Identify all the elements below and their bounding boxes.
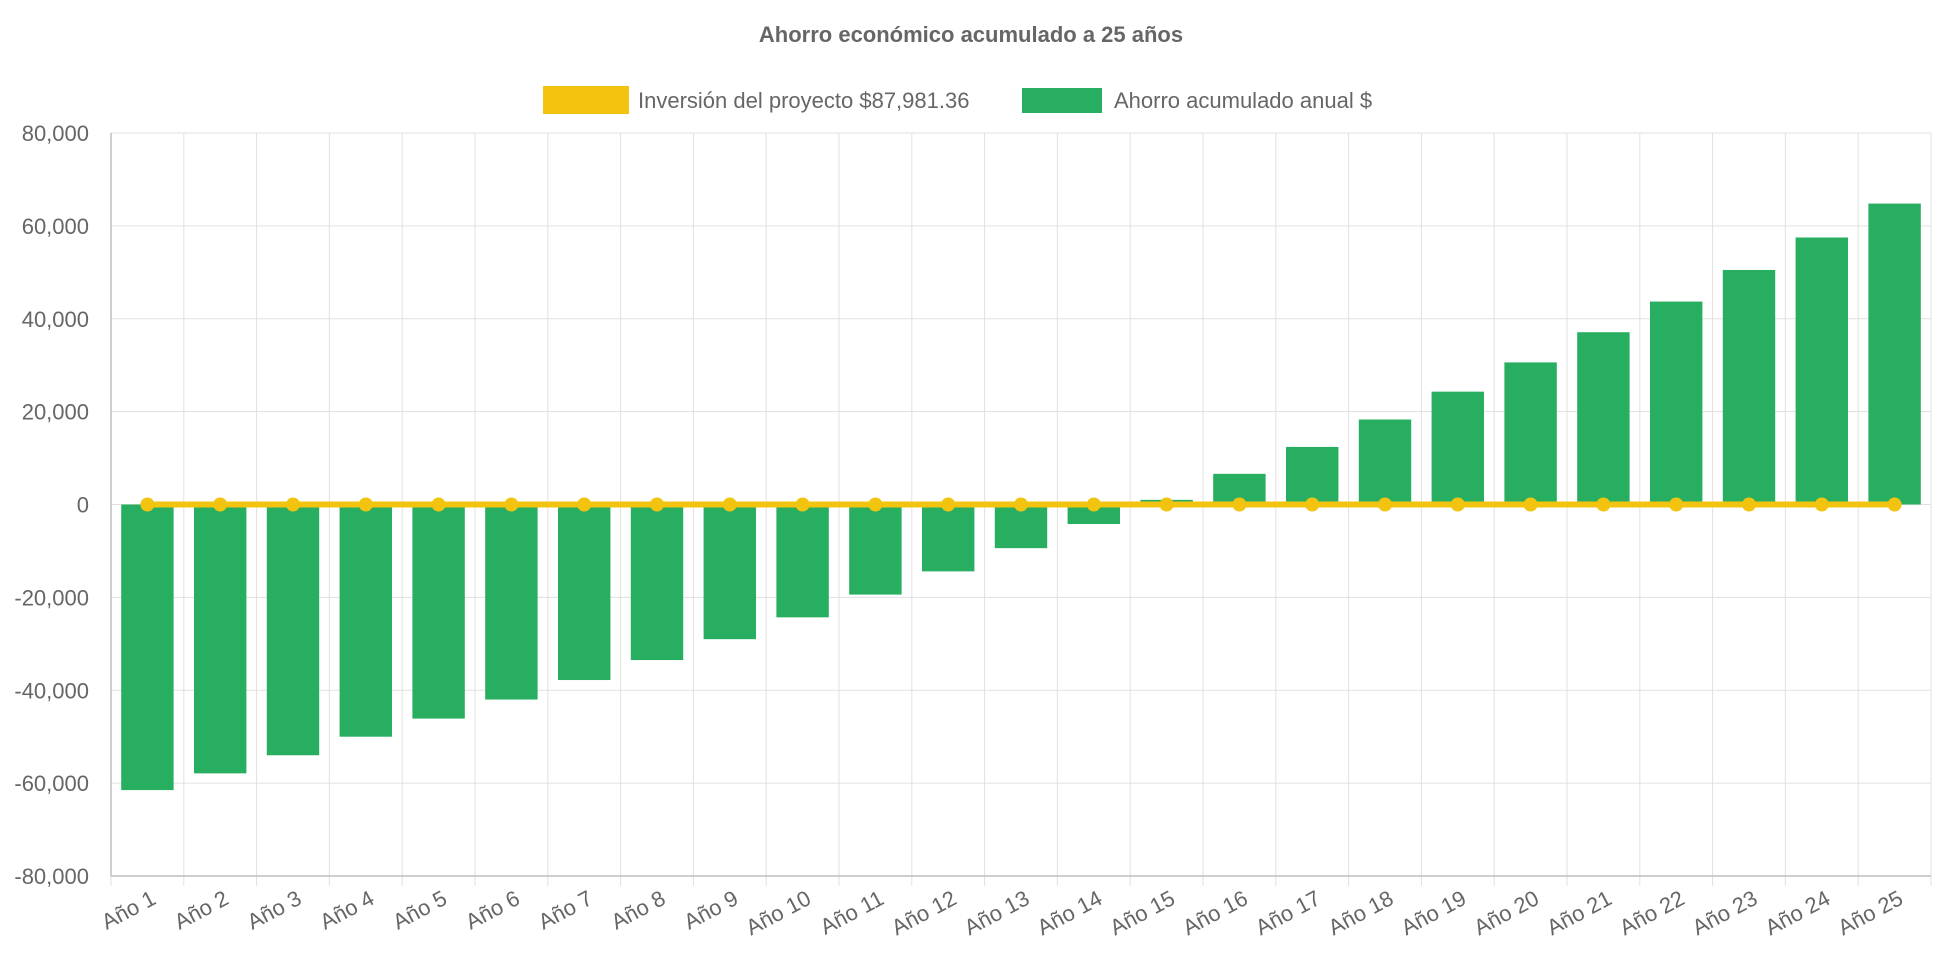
bar-11[interactable] — [849, 504, 902, 595]
investment-point-6[interactable] — [504, 497, 519, 512]
x-tick-label: Año 23 — [1688, 885, 1761, 940]
legend: Inversión del proyecto $87,981.36 Ahorro… — [543, 86, 1372, 114]
bar-25[interactable] — [1868, 203, 1921, 505]
investment-point-11[interactable] — [868, 497, 883, 512]
bar-2[interactable] — [193, 504, 247, 774]
y-tick-label: 60,000 — [22, 214, 89, 239]
investment-point-3[interactable] — [286, 497, 300, 512]
bar-17[interactable] — [1285, 446, 1339, 505]
chart-title: Ahorro económico acumulado a 25 años — [759, 22, 1183, 47]
bar-3[interactable] — [266, 504, 320, 756]
x-tick-label: Año 16 — [1178, 885, 1251, 940]
x-tick-label: Año 18 — [1324, 885, 1397, 940]
y-tick-label: 0 — [77, 493, 89, 518]
y-tick-label: -60,000 — [14, 771, 89, 796]
investment-point-12[interactable] — [941, 497, 956, 512]
legend-label-investment: Inversión del proyecto $87,981.36 — [638, 88, 969, 113]
investment-point-25[interactable] — [1887, 497, 1902, 512]
investment-point-23[interactable] — [1742, 497, 1756, 512]
investment-point-19[interactable] — [1450, 497, 1465, 512]
investment-point-20[interactable] — [1523, 497, 1538, 512]
bar-21[interactable] — [1577, 332, 1630, 505]
investment-point-14[interactable] — [1086, 497, 1101, 512]
x-tick-label: Año 3 — [243, 885, 306, 934]
x-tick-label: Año 7 — [534, 885, 597, 934]
investment-point-5[interactable] — [431, 497, 446, 512]
legend-item-savings[interactable]: Ahorro acumulado anual $ — [1022, 88, 1372, 113]
bar-8[interactable] — [630, 504, 684, 661]
investment-point-16[interactable] — [1232, 497, 1247, 512]
bar-12[interactable] — [921, 504, 975, 572]
y-tick-label: 20,000 — [22, 400, 89, 425]
x-tick-label: Año 17 — [1251, 885, 1324, 940]
x-tick-label: Año 19 — [1397, 885, 1470, 940]
investment-point-24[interactable] — [1814, 497, 1829, 512]
investment-point-15[interactable] — [1159, 497, 1174, 512]
bar-7[interactable] — [557, 504, 611, 681]
x-tick-label: Año 4 — [316, 885, 379, 934]
x-tick-label: Año 25 — [1834, 885, 1907, 940]
bar-22[interactable] — [1649, 301, 1703, 505]
investment-point-2[interactable] — [213, 497, 228, 512]
x-tick-label: Año 24 — [1761, 885, 1834, 940]
y-tick-label: 80,000 — [22, 121, 89, 146]
investment-point-18[interactable] — [1378, 497, 1392, 512]
investment-point-13[interactable] — [1014, 497, 1028, 512]
x-tick-label: Año 11 — [816, 885, 888, 939]
investment-point-4[interactable] — [358, 497, 373, 512]
investment-point-22[interactable] — [1669, 497, 1684, 512]
bar-13[interactable] — [994, 504, 1048, 549]
x-tick-label: Año 12 — [887, 885, 960, 940]
y-axis: 80,000 60,000 40,000 20,000 0 -20,000 -40,000 -… — [14, 121, 112, 889]
bar-18[interactable] — [1358, 419, 1412, 505]
legend-swatch-savings — [1022, 88, 1102, 113]
bar-14[interactable] — [1067, 504, 1121, 525]
investment-point-1[interactable] — [140, 497, 155, 512]
x-tick-label: Año 2 — [170, 885, 233, 934]
x-tick-label: Año 13 — [960, 885, 1033, 940]
investment-point-21[interactable] — [1596, 497, 1611, 512]
bar-series-savings — [121, 203, 1921, 791]
x-tick-label: Año 10 — [742, 885, 815, 940]
investment-point-10[interactable] — [795, 497, 810, 512]
y-tick-label: 40,000 — [22, 307, 89, 332]
investment-point-17[interactable] — [1305, 497, 1320, 512]
x-tick-label: Año 1 — [97, 885, 160, 934]
x-tick-label: Año 21 — [1542, 885, 1615, 940]
y-tick-label: -40,000 — [14, 678, 89, 703]
legend-item-investment[interactable]: Inversión del proyecto $87,981.36 — [543, 86, 969, 114]
legend-label-savings: Ahorro acumulado anual $ — [1114, 88, 1372, 113]
x-tick-label: Año 20 — [1470, 885, 1543, 940]
investment-point-7[interactable] — [577, 497, 592, 512]
x-tick-label: Año 5 — [388, 885, 451, 934]
x-tick-label: Año 22 — [1615, 885, 1688, 940]
x-tick-label: Año 8 — [607, 885, 670, 934]
bar-6[interactable] — [485, 504, 538, 700]
x-tick-label: Año 6 — [461, 885, 524, 934]
bar-5[interactable] — [412, 504, 465, 719]
bar-9[interactable] — [703, 504, 757, 640]
bar-10[interactable] — [776, 504, 829, 618]
investment-point-9[interactable] — [722, 497, 737, 512]
x-axis: Año 1 Año 2 Año 3 Año 4 Año 5 Año 6 Año 7 Año 8… — [97, 875, 1931, 940]
x-tick-label: Año 15 — [1106, 885, 1179, 940]
bar-23[interactable] — [1722, 269, 1776, 505]
y-tick-label: -20,000 — [14, 585, 89, 610]
legend-swatch-investment — [543, 86, 629, 114]
x-tick-label: Año 14 — [1033, 885, 1106, 940]
line-series-investment — [140, 497, 1902, 512]
y-tick-label: -80,000 — [14, 864, 89, 889]
bar-1[interactable] — [121, 504, 174, 791]
investment-point-8[interactable] — [650, 497, 664, 512]
bar-24[interactable] — [1795, 237, 1849, 505]
x-tick-label: Año 9 — [680, 885, 743, 934]
bar-19[interactable] — [1431, 391, 1485, 505]
bar-20[interactable] — [1504, 362, 1557, 505]
bar-4[interactable] — [339, 504, 393, 737]
